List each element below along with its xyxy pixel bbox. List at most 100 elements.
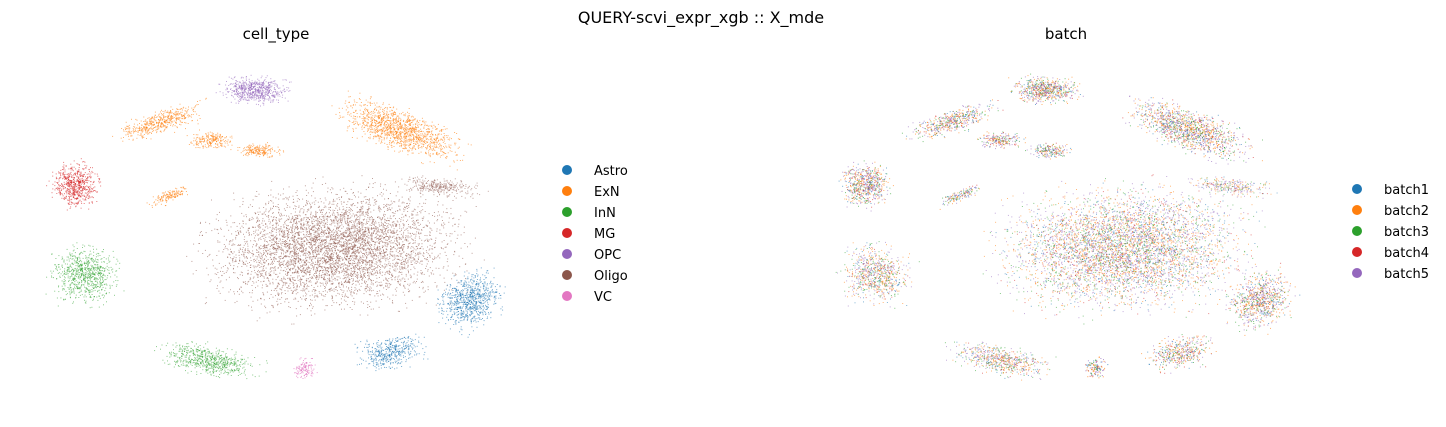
scatter-point (398, 259, 399, 260)
scatter-point (366, 265, 367, 266)
scatter-point (366, 268, 367, 269)
scatter-point (247, 246, 248, 247)
scatter-point (338, 255, 339, 256)
scatter-point (235, 231, 236, 232)
scatter-point (403, 227, 404, 228)
scatter-point (255, 241, 256, 242)
scatter-point (350, 240, 351, 241)
scatter-point (388, 281, 389, 282)
scatter-point (307, 203, 308, 204)
scatter-point (420, 196, 421, 197)
scatter-point (297, 249, 298, 250)
scatter-point (220, 282, 221, 283)
scatter-point (358, 250, 359, 251)
scatter-point (264, 235, 265, 236)
scatter-point (351, 259, 352, 260)
scatter-point (384, 254, 385, 255)
scatter-point (323, 253, 324, 254)
scatter-point (329, 227, 330, 228)
scatter-point (362, 278, 363, 279)
scatter-point (248, 230, 249, 231)
scatter-point (307, 257, 308, 258)
scatter-point (304, 262, 305, 263)
scatter-point (342, 232, 343, 233)
scatter-point (280, 266, 281, 267)
scatter-point (346, 236, 347, 237)
scatter-point (371, 280, 372, 281)
scatter-point (397, 281, 398, 282)
scatter-point (297, 272, 298, 273)
scatter-point (422, 261, 423, 262)
scatter-point (342, 270, 343, 271)
scatter-point (321, 228, 322, 229)
scatter-point (365, 277, 366, 278)
scatter-point (350, 274, 351, 275)
scatter-point (414, 274, 415, 275)
scatter-point (333, 229, 334, 230)
scatter-point (424, 241, 425, 242)
scatter-point (307, 269, 308, 270)
scatter-point (337, 276, 338, 277)
scatter-point (305, 295, 306, 296)
scatter-point (365, 231, 366, 232)
scatter-point (311, 310, 312, 311)
scatter-point (410, 197, 411, 198)
scatter-point (403, 216, 404, 217)
scatter-point (420, 253, 421, 254)
scatter-point (246, 261, 247, 262)
scatter-point (339, 258, 340, 259)
scatter-point (375, 272, 376, 273)
scatter-point (286, 247, 287, 248)
scatter-point (282, 215, 283, 216)
scatter-point (329, 224, 330, 225)
scatter-point (361, 206, 362, 207)
scatter-point (373, 284, 374, 285)
scatter-point (348, 253, 349, 254)
scatter-point (291, 222, 292, 223)
scatter-point (297, 258, 298, 259)
scatter-point (425, 291, 426, 292)
scatter-point (396, 262, 397, 263)
scatter-point (336, 268, 337, 269)
scatter-point (289, 269, 290, 270)
scatter-point (386, 289, 387, 290)
scatter-point (253, 301, 254, 302)
scatter-point (436, 257, 437, 258)
scatter-point (302, 239, 303, 240)
scatter-point (327, 256, 328, 257)
scatter-point (361, 286, 362, 287)
scatter-point (312, 259, 313, 260)
scatter-point (304, 271, 305, 272)
scatter-point (241, 287, 242, 288)
scatter-point (274, 261, 275, 262)
scatter-point (388, 287, 389, 288)
scatter-point (281, 289, 282, 290)
scatter-point (283, 193, 284, 194)
scatter-point (401, 272, 402, 273)
scatter-point (294, 241, 295, 242)
scatter-point (423, 287, 424, 288)
scatter-point (281, 256, 282, 257)
scatter-point (288, 263, 289, 264)
scatter-point (318, 254, 319, 255)
scatter-point (361, 225, 362, 226)
scatter-point (298, 255, 299, 256)
scatter-point (287, 262, 288, 263)
scatter-point (366, 254, 367, 255)
scatter-point (329, 217, 330, 218)
scatter-point (389, 241, 390, 242)
scatter-point (296, 215, 297, 216)
scatter-point (323, 257, 324, 258)
scatter-point (322, 263, 323, 264)
scatter-point (408, 199, 409, 200)
scatter-point (418, 243, 419, 244)
scatter-point (359, 284, 360, 285)
scatter-point (399, 228, 400, 229)
scatter-point (330, 254, 331, 255)
scatter-point (329, 274, 330, 275)
scatter-point (285, 264, 286, 265)
scatter-point (416, 263, 417, 264)
scatter-point (275, 274, 276, 275)
scatter-point (264, 221, 265, 222)
scatter-point (391, 218, 392, 219)
